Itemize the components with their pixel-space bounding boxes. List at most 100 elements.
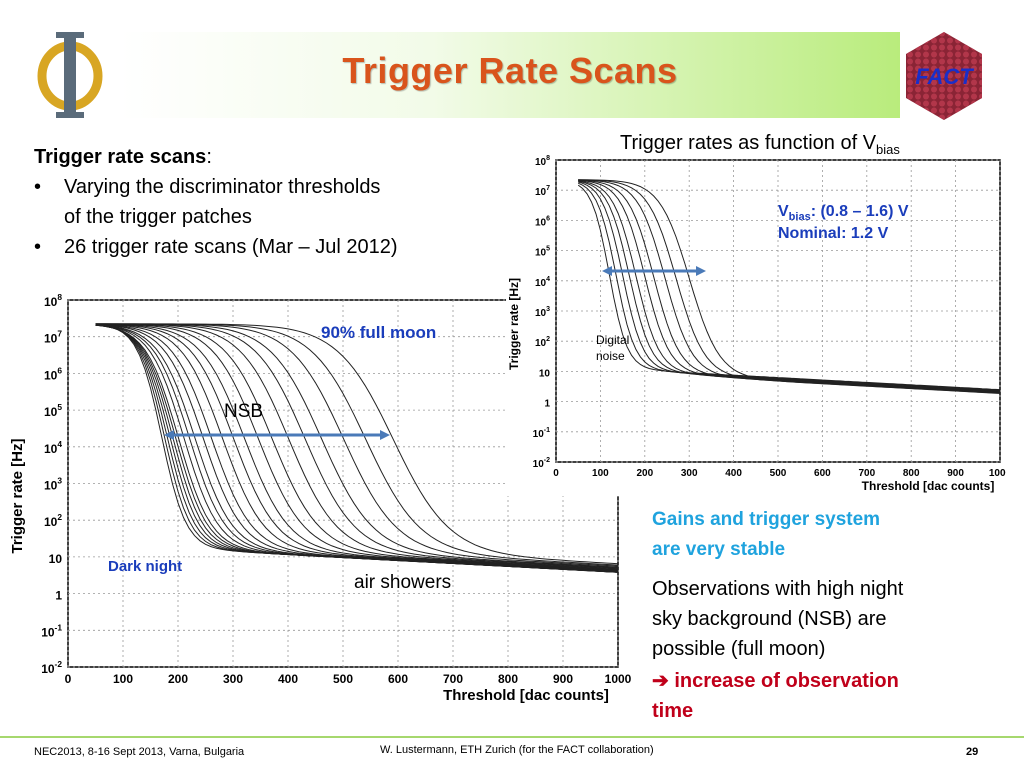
right-trigger-rate-plot: 0 100 200 300 400 500 600 700 800 900 1000 108 107 10… (506, 154, 1006, 496)
footer-divider (0, 736, 1024, 738)
intro-heading: Trigger rate scans: (34, 142, 212, 172)
digital-noise-line1: Digital (596, 333, 629, 347)
arrow-icon: ➔ (652, 670, 669, 692)
digital-noise-line2: noise (596, 349, 625, 363)
phi-logo (37, 32, 103, 118)
rate-curve (95, 323, 619, 569)
right-plot-xlabel: Threshold [dac counts] (862, 479, 995, 493)
rate-curve (578, 179, 1001, 394)
y-tick-label: 10-2 (41, 659, 62, 676)
y-tick-label: 106 (44, 365, 62, 382)
y-tick-label: 1 (544, 399, 550, 410)
footer-conference: NEC2013, 8-16 Sept 2013, Varna, Bulgaria (34, 746, 245, 758)
y-tick-label: 1 (55, 589, 62, 603)
x-tick-label: 100 (113, 672, 133, 686)
y-tick-label: 10 (539, 368, 551, 379)
x-tick-label: 900 (553, 672, 573, 686)
bullet-2-text: 26 trigger rate scans (Mar – Jul 2012) (64, 236, 398, 258)
x-tick-label: 700 (443, 672, 463, 686)
rate-curve (578, 180, 1001, 392)
y-tick-label: 106 (535, 215, 550, 228)
x-tick-label: 1000 (989, 468, 1006, 479)
title-bar (120, 32, 900, 118)
caption-sub: bias (876, 142, 900, 157)
y-tick-label: 10-1 (533, 427, 550, 440)
vbias-arrow-head-left (602, 266, 612, 276)
intro-heading-colon: : (206, 146, 212, 168)
x-tick-label: 300 (223, 672, 243, 686)
x-tick-label: 0 (553, 468, 559, 479)
vbias-annotation: Vbias: (0.8 – 1.6) V (778, 203, 909, 223)
y-tick-label: 105 (44, 402, 62, 419)
x-tick-label: 700 (858, 468, 875, 479)
rate-curve (577, 182, 1001, 391)
vbias-range: : (0.8 – 1.6) V (811, 203, 909, 220)
x-tick-label: 800 (498, 672, 518, 686)
nsb-arrow-head-left (164, 430, 174, 440)
y-tick-label: 103 (44, 476, 62, 493)
x-tick-label: 900 (947, 468, 964, 479)
dark-night-annotation: Dark night (108, 558, 182, 575)
x-tick-label: 400 (725, 468, 742, 479)
x-tick-label: 200 (168, 672, 188, 686)
x-tick-label: 200 (636, 468, 653, 479)
nominal-annotation: Nominal: 1.2 V (778, 225, 889, 242)
vbias-arrow-head-right (696, 266, 706, 276)
fact-logo-text: FACT (915, 64, 974, 89)
bullet-1-line1: Varying the discriminator thresholds (64, 176, 381, 198)
x-tick-label: 400 (278, 672, 298, 686)
right-plot-caption: Trigger rates as function of Vbias (620, 132, 900, 157)
caption-text: Trigger rates as function of V (620, 132, 877, 154)
x-tick-label: 0 (65, 672, 72, 686)
rate-curve (577, 184, 1001, 391)
vbias-sub: bias (789, 211, 811, 223)
y-tick-label: 10 (49, 552, 63, 566)
rate-curve (95, 323, 619, 569)
x-tick-label: 300 (681, 468, 698, 479)
y-tick-label: 104 (535, 276, 550, 289)
nsb-arrow-head-right (380, 430, 390, 440)
bullet-1-line2: of the trigger patches (64, 206, 252, 228)
x-tick-label: 1000 (605, 672, 632, 686)
obs-line1: Observations with high night (652, 578, 904, 600)
bullet-1: • (34, 172, 41, 202)
y-tick-label: 107 (535, 185, 550, 198)
y-tick-label: 108 (535, 155, 550, 168)
rate-curve (95, 323, 619, 571)
slide-title: Trigger Rate Scans (342, 50, 678, 91)
obs-line2: sky background (NSB) are (652, 608, 887, 630)
y-tick-label: 10-1 (41, 622, 62, 639)
fact-logo: FACT (906, 32, 982, 120)
x-tick-label: 500 (770, 468, 787, 479)
y-tick-label: 102 (44, 512, 62, 529)
x-tick-label: 600 (814, 468, 831, 479)
y-tick-label: 103 (535, 306, 550, 319)
stable-line1: Gains and trigger system (652, 509, 881, 530)
x-tick-label: 500 (333, 672, 353, 686)
y-tick-label: 105 (535, 246, 550, 259)
increase-line2: time (652, 700, 694, 722)
bullet-2: • (34, 232, 41, 262)
x-tick-label: 100 (592, 468, 609, 479)
x-tick-label: 600 (388, 672, 408, 686)
increase-text: increase of observation (674, 670, 899, 692)
y-tick-label: 108 (44, 292, 62, 309)
y-tick-label: 107 (44, 329, 62, 346)
increase-line1: ➔ increase of observation (652, 666, 899, 696)
y-tick-label: 10-2 (533, 457, 550, 470)
bullet-marker: • (34, 236, 42, 258)
left-plot-xlabel: Threshold [dac counts] (443, 687, 609, 704)
x-tick-label: 800 (903, 468, 920, 479)
footer-author: W. Lustermann, ETH Zurich (for the FACT … (380, 744, 654, 756)
rate-curve (95, 323, 619, 565)
stable-line2: are very stable (652, 539, 786, 560)
y-tick-label: 102 (535, 336, 550, 349)
moon-annotation: 90% full moon (321, 323, 436, 342)
nsb-annotation: NSB (224, 401, 263, 422)
air-showers-annotation: air showers (354, 572, 451, 593)
y-tick-label: 104 (44, 439, 62, 456)
intro-heading-bold: Trigger rate scans (34, 146, 207, 168)
vbias-v: V (778, 203, 789, 220)
right-plot-ylabel: Trigger rate [Hz] (507, 278, 521, 370)
rate-curve (95, 323, 619, 570)
